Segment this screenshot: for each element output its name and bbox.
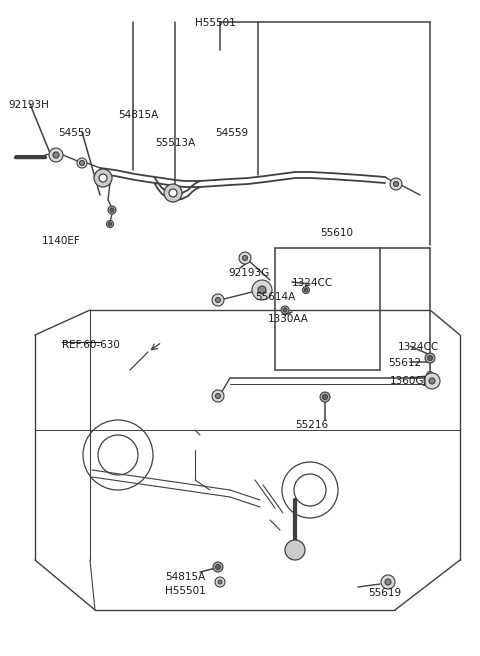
Text: 92193G: 92193G bbox=[228, 268, 269, 278]
Circle shape bbox=[80, 161, 84, 165]
Circle shape bbox=[428, 356, 432, 361]
Circle shape bbox=[77, 158, 87, 168]
Text: 55610: 55610 bbox=[320, 228, 353, 238]
Circle shape bbox=[107, 220, 113, 228]
Circle shape bbox=[425, 353, 435, 363]
Circle shape bbox=[304, 288, 308, 292]
Circle shape bbox=[323, 394, 327, 400]
Circle shape bbox=[108, 222, 112, 226]
Circle shape bbox=[281, 306, 289, 314]
Text: H55501: H55501 bbox=[195, 18, 236, 28]
Circle shape bbox=[216, 565, 220, 569]
Text: 1360GJ: 1360GJ bbox=[390, 376, 428, 386]
Text: 1324CC: 1324CC bbox=[292, 278, 333, 288]
Circle shape bbox=[216, 394, 220, 398]
Circle shape bbox=[424, 373, 440, 389]
Text: 1140EF: 1140EF bbox=[42, 236, 81, 246]
Text: 55513A: 55513A bbox=[155, 138, 195, 148]
Circle shape bbox=[258, 286, 266, 294]
Circle shape bbox=[212, 390, 224, 402]
Text: H55501: H55501 bbox=[165, 586, 206, 596]
Text: 55614A: 55614A bbox=[255, 292, 295, 302]
Circle shape bbox=[320, 392, 330, 402]
Circle shape bbox=[213, 562, 223, 572]
Circle shape bbox=[428, 373, 432, 377]
Circle shape bbox=[212, 294, 224, 306]
Text: 55216: 55216 bbox=[295, 420, 328, 430]
Circle shape bbox=[429, 378, 435, 384]
Circle shape bbox=[242, 255, 248, 260]
Circle shape bbox=[94, 169, 112, 187]
Circle shape bbox=[110, 208, 114, 212]
Circle shape bbox=[53, 152, 59, 158]
Circle shape bbox=[285, 540, 305, 560]
Text: 55612: 55612 bbox=[388, 358, 421, 368]
Circle shape bbox=[215, 577, 225, 587]
Text: 1330AA: 1330AA bbox=[268, 314, 309, 324]
Circle shape bbox=[218, 580, 222, 584]
Text: 54559: 54559 bbox=[215, 128, 248, 138]
Circle shape bbox=[381, 575, 395, 589]
Text: 54559: 54559 bbox=[58, 128, 91, 138]
Circle shape bbox=[99, 174, 107, 182]
Circle shape bbox=[394, 182, 398, 186]
Circle shape bbox=[252, 280, 272, 300]
Text: 54815A: 54815A bbox=[165, 572, 205, 582]
Circle shape bbox=[390, 178, 402, 190]
Text: 92193H: 92193H bbox=[8, 100, 49, 110]
Circle shape bbox=[385, 579, 391, 585]
Circle shape bbox=[239, 252, 251, 264]
Circle shape bbox=[108, 206, 116, 214]
Circle shape bbox=[427, 371, 433, 379]
Circle shape bbox=[283, 308, 287, 312]
Circle shape bbox=[164, 184, 182, 202]
Circle shape bbox=[302, 287, 310, 293]
Text: 55619: 55619 bbox=[368, 588, 401, 598]
Text: 1324CC: 1324CC bbox=[398, 342, 439, 352]
Circle shape bbox=[49, 148, 63, 162]
Text: 54815A: 54815A bbox=[118, 110, 158, 120]
Circle shape bbox=[216, 298, 220, 302]
Circle shape bbox=[169, 189, 177, 197]
Text: REF.60-630: REF.60-630 bbox=[62, 340, 120, 350]
